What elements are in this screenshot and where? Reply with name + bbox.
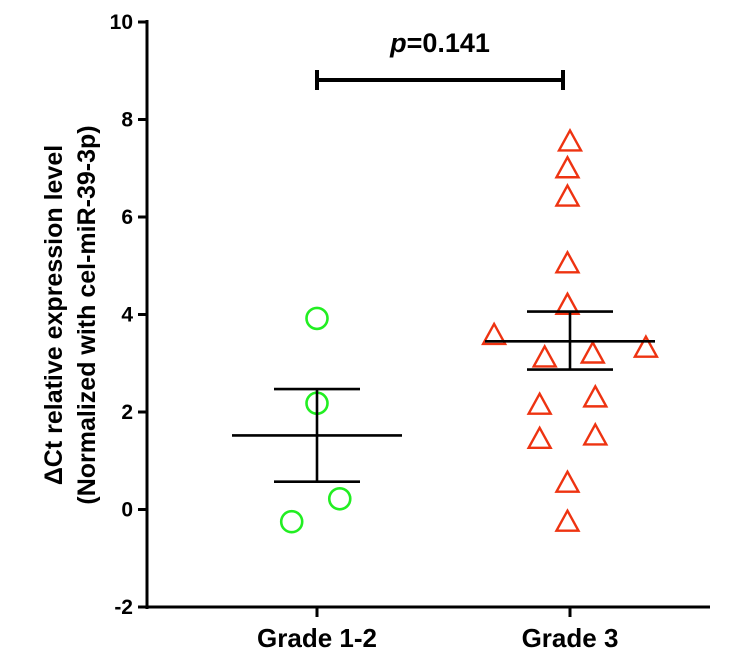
- data-point-triangle: [554, 183, 581, 207]
- data-point-triangle: [554, 154, 581, 179]
- data-point-triangle: [582, 383, 609, 408]
- y-tick-label: -2: [114, 596, 133, 619]
- data-point-triangle: [556, 127, 584, 152]
- data-point-triangle: [554, 508, 581, 532]
- y-tick-label: 10: [110, 11, 133, 34]
- data-points: [279, 127, 659, 534]
- data-point-triangle: [582, 421, 609, 446]
- data-point-triangle: [554, 291, 581, 315]
- y-tick-label: 4: [121, 304, 133, 327]
- y-axis-label: ΔCt relative expression level (Normalize…: [40, 125, 101, 504]
- x-tick-label: Grade 1-2: [257, 623, 377, 653]
- data-point-triangle: [579, 340, 606, 364]
- data-point-circle: [279, 509, 304, 534]
- data-point-triangle: [531, 343, 558, 368]
- y-tick-label: 8: [121, 109, 133, 132]
- y-axis-label-line2: (Normalized with cel-miR-39-3p): [73, 125, 101, 504]
- data-point-circle: [327, 486, 352, 511]
- y-tick-label: 2: [121, 401, 133, 424]
- data-point-triangle: [526, 425, 553, 450]
- data-point-triangle: [632, 334, 659, 358]
- y-ticks: -2 0 2 4 6 8 10: [110, 11, 147, 619]
- error-bars: [232, 310, 655, 484]
- y-axis-label-line1: ΔCt relative expression level: [40, 145, 68, 485]
- data-point-triangle: [554, 469, 581, 493]
- y-tick-label: 0: [121, 499, 133, 522]
- x-ticks: Grade 1-2 Grade 3: [257, 607, 618, 653]
- p-value-number: =0.141: [407, 28, 490, 58]
- data-point-triangle: [526, 391, 553, 415]
- p-value-prefix: p: [389, 28, 407, 58]
- x-tick-label: Grade 3: [522, 623, 619, 653]
- data-point-triangle: [481, 321, 508, 346]
- p-value-label: p=0.141: [389, 28, 490, 58]
- y-tick-label: 6: [121, 206, 133, 229]
- data-point-triangle: [554, 249, 581, 274]
- data-point-circle: [305, 306, 329, 331]
- significance-annotation: p=0.141: [315, 28, 565, 90]
- axes: [145, 20, 710, 609]
